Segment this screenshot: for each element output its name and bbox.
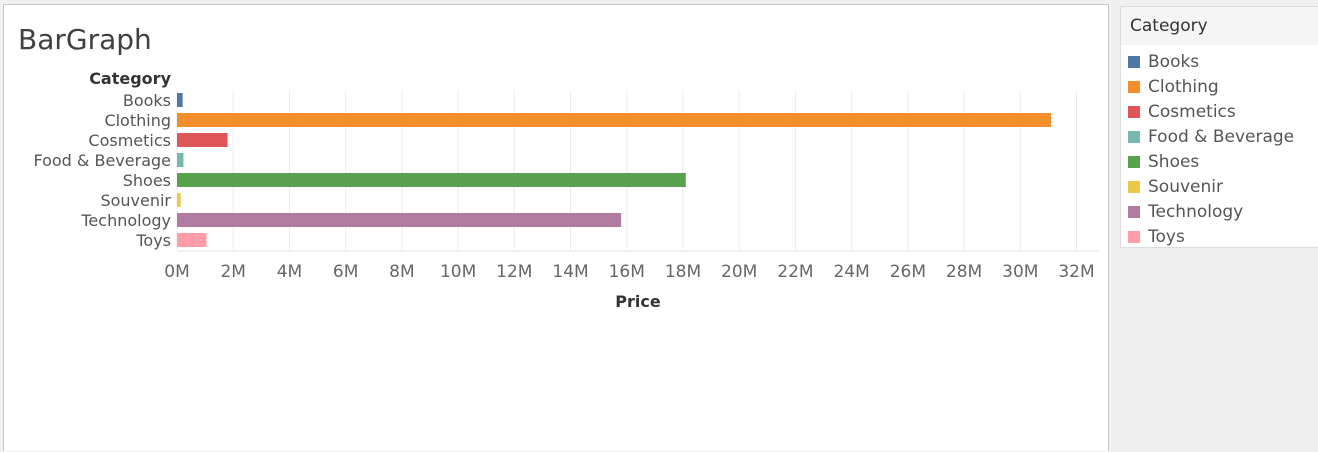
legend-list: Books Clothing Cosmetics Food & Beverage Sho… <box>1121 45 1318 249</box>
x-tick-label: 24M <box>833 262 869 282</box>
x-tick-label: 28M <box>946 262 982 282</box>
legend-item[interactable]: Books <box>1121 49 1318 74</box>
legend-title: Category <box>1121 7 1318 45</box>
legend-swatch <box>1128 230 1140 243</box>
legend-swatch <box>1128 55 1140 68</box>
legend-item[interactable]: Souvenir <box>1121 174 1318 199</box>
legend-label: Technology <box>1148 201 1244 222</box>
legend-item[interactable]: Food & Beverage <box>1121 124 1318 149</box>
x-tick-label: 14M <box>552 262 588 282</box>
legend-swatch <box>1128 80 1140 93</box>
x-tick-label: 26M <box>890 262 926 282</box>
bar[interactable] <box>177 93 183 107</box>
legend-item[interactable]: Technology <box>1121 199 1318 224</box>
category-tick-label: Food & Beverage <box>33 151 171 170</box>
category-tick-label: Souvenir <box>100 191 171 210</box>
x-tick-label: 12M <box>496 262 532 282</box>
legend-label: Cosmetics <box>1148 101 1236 122</box>
x-axis-title: Price <box>615 292 661 311</box>
y-axis-title: Category <box>89 69 171 88</box>
x-tick-label: 18M <box>665 262 701 282</box>
legend-item[interactable]: Cosmetics <box>1121 99 1318 124</box>
legend-label: Food & Beverage <box>1148 126 1295 147</box>
legend-label: Shoes <box>1148 151 1200 172</box>
bar[interactable] <box>177 153 184 167</box>
category-tick-label: Cosmetics <box>88 131 171 150</box>
x-tick-label: 22M <box>777 262 813 282</box>
x-tick-label: 16M <box>609 262 645 282</box>
bar[interactable] <box>177 213 622 227</box>
bar[interactable] <box>177 113 1052 127</box>
legend-item[interactable]: Toys <box>1121 224 1318 249</box>
bar[interactable] <box>177 233 207 247</box>
category-tick-label: Books <box>123 91 171 110</box>
x-tick-label: 20M <box>721 262 757 282</box>
legend-swatch <box>1128 130 1140 143</box>
x-tick-label: 0M <box>164 262 189 282</box>
legend-label: Souvenir <box>1148 176 1223 197</box>
x-tick-label: 32M <box>1058 262 1094 282</box>
legend-swatch <box>1128 155 1140 168</box>
bar[interactable] <box>177 173 686 187</box>
legend-label: Clothing <box>1148 76 1219 97</box>
legend-swatch <box>1128 205 1140 218</box>
x-tick-label: 8M <box>389 262 414 282</box>
worksheet-panel: BarGraph Category Books Clothing Cosmetics F… <box>3 4 1109 451</box>
category-tick-label: Toys <box>135 231 171 250</box>
legend-item[interactable]: Shoes <box>1121 149 1318 174</box>
x-tick-label: 30M <box>1002 262 1038 282</box>
legend-label: Books <box>1148 51 1200 72</box>
category-tick-label: Clothing <box>104 111 171 130</box>
sheet-title: BarGraph <box>18 23 152 56</box>
category-tick-label: Shoes <box>123 171 171 190</box>
x-tick-label: 6M <box>333 262 358 282</box>
x-tick-label: 10M <box>440 262 476 282</box>
legend-swatch <box>1128 105 1140 118</box>
category-tick-label: Technology <box>80 211 171 230</box>
x-tick-label: 4M <box>277 262 302 282</box>
x-tick-label: 2M <box>220 262 245 282</box>
bar[interactable] <box>177 193 181 207</box>
legend-label: Toys <box>1148 226 1185 247</box>
legend-item[interactable]: Clothing <box>1121 74 1318 99</box>
category-legend: Category Books Clothing Cosmetics Food & Be… <box>1120 6 1318 248</box>
bar[interactable] <box>177 133 228 147</box>
legend-swatch <box>1128 180 1140 193</box>
